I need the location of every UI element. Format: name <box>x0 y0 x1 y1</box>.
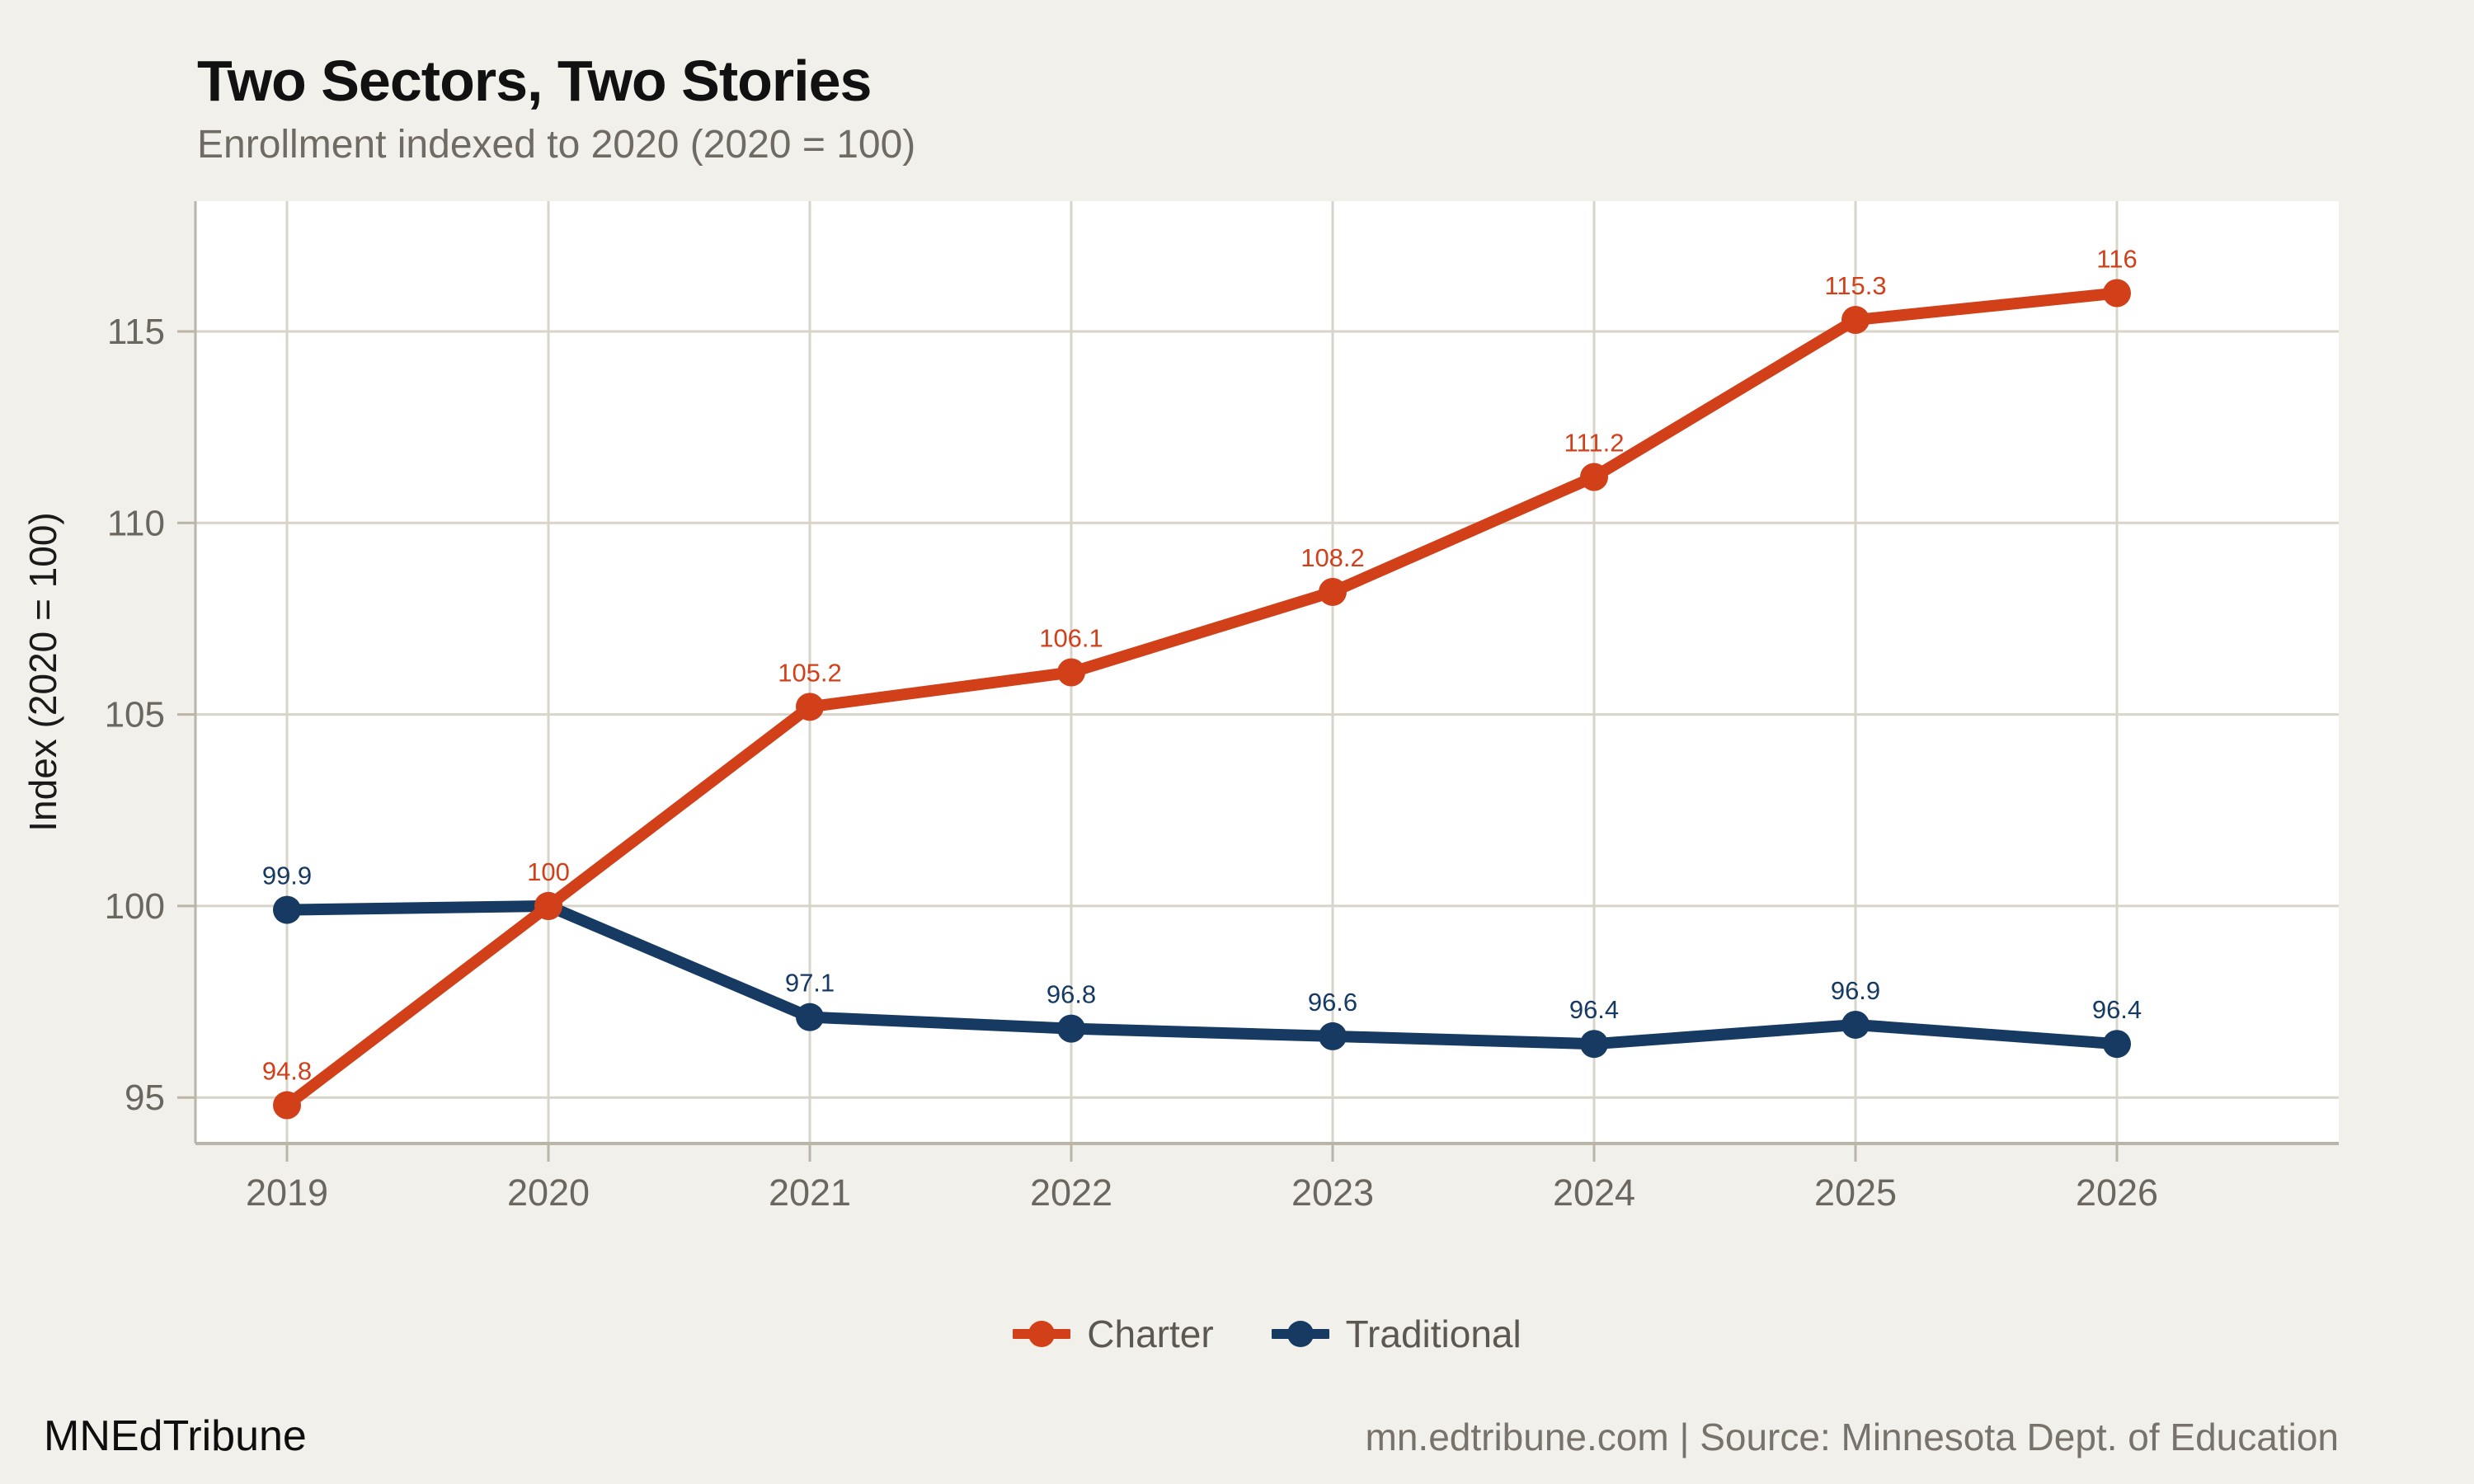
point-label-charter: 111.2 <box>1564 429 1625 458</box>
chart-subtitle: Enrollment indexed to 2020 (2020 = 100) <box>197 123 916 167</box>
data-point-traditional <box>1319 1021 1347 1050</box>
point-label-traditional: 96.4 <box>2092 995 2142 1024</box>
x-tick-label: 2020 <box>507 1172 590 1214</box>
series-line-charter <box>281 287 2123 1111</box>
point-label-charter: 108.2 <box>1300 543 1365 572</box>
point-label-traditional: 96.9 <box>1831 976 1880 1005</box>
chart-title: Two Sectors, Two Stories <box>197 49 872 113</box>
point-label-traditional: 99.9 <box>262 862 312 890</box>
data-point-traditional <box>2103 1030 2131 1059</box>
point-label-charter: 105.2 <box>778 658 842 687</box>
data-point-charter <box>2103 279 2131 308</box>
data-point-charter <box>1057 658 1085 687</box>
legend-item-traditional: Traditional <box>1271 1312 1522 1356</box>
point-label-charter: 106.1 <box>1039 624 1103 653</box>
data-point-traditional <box>1057 1014 1085 1043</box>
point-label-charter: 100 <box>527 857 570 886</box>
point-label-charter: 115.3 <box>1824 271 1886 300</box>
legend-item-charter: Charter <box>1013 1312 1214 1356</box>
y-tick-label: 110 <box>107 503 165 543</box>
data-point-traditional <box>1841 1010 1870 1039</box>
data-point-traditional <box>796 1003 824 1031</box>
legend: Charter Traditional <box>195 1301 2339 1367</box>
data-point-charter <box>1841 306 1870 335</box>
x-tick-label: 2026 <box>2076 1172 2158 1214</box>
data-point-charter <box>534 891 562 920</box>
point-label-charter: 94.8 <box>262 1057 312 1086</box>
data-point-charter <box>796 693 824 721</box>
legend-label-traditional: Traditional <box>1345 1313 1522 1355</box>
x-tick-label: 2022 <box>1030 1172 1112 1214</box>
point-label-charter: 116 <box>2096 245 2137 274</box>
x-tick-label: 2021 <box>769 1172 851 1214</box>
legend-marker-icon <box>1271 1321 1329 1347</box>
legend-marker-dot <box>1286 1321 1314 1347</box>
y-tick-label: 105 <box>105 695 165 735</box>
data-point-traditional <box>273 895 301 924</box>
y-tick-label: 95 <box>125 1078 165 1118</box>
data-point-charter <box>273 1091 301 1120</box>
y-tick-label: 100 <box>105 886 165 927</box>
data-point-traditional <box>1580 1030 1608 1059</box>
data-point-charter <box>1319 577 1347 606</box>
source-attribution: mn.edtribune.com | Source: Minnesota Dep… <box>1365 1416 2339 1458</box>
point-label-traditional: 97.1 <box>785 969 835 998</box>
x-tick-label: 2025 <box>1814 1172 1897 1214</box>
x-tick-label: 2023 <box>1291 1172 1374 1214</box>
y-tick-label: 115 <box>107 312 165 352</box>
series-line-traditional <box>281 899 2123 1050</box>
data-point-charter <box>1580 463 1608 491</box>
point-label-traditional: 96.4 <box>1569 995 1619 1024</box>
x-tick-label: 2024 <box>1553 1172 1635 1214</box>
legend-marker-dot <box>1028 1321 1056 1347</box>
legend-marker-icon <box>1013 1321 1071 1347</box>
point-label-traditional: 96.6 <box>1308 988 1357 1017</box>
x-tick-label: 2019 <box>246 1172 328 1214</box>
plot-background <box>195 201 2339 1144</box>
footer: MNEdTribune mn.edtribune.com | Source: M… <box>44 1411 2339 1461</box>
legend-label-charter: Charter <box>1087 1313 1214 1355</box>
point-label-traditional: 96.8 <box>1047 980 1096 1009</box>
brand-logo-text: MNEdTribune <box>44 1412 307 1460</box>
